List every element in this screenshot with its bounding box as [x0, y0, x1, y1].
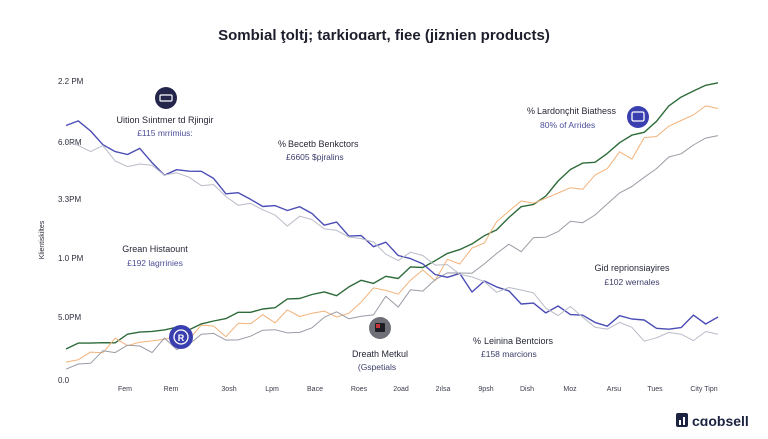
y-tick-label: 2.2 PM	[58, 77, 84, 86]
annotation-title: Gid reprionsiayires	[594, 263, 670, 273]
y-axis: 2.2 PM 6.0RM 3.3PM 1.0 PM 5.0PM 0.0 Klie…	[39, 77, 84, 385]
x-tick-label: Dish	[520, 386, 534, 393]
x-tick-label: 9psh	[478, 386, 493, 393]
annotation-title: Becetb Benkctors	[288, 139, 359, 149]
window-icon	[631, 111, 645, 122]
annotation-title: Uition Sıintmer td Rjingir	[116, 115, 213, 125]
series-layer	[65, 82, 719, 370]
x-tick-label: Roes	[351, 386, 368, 393]
y-tick-label: 0.0	[58, 376, 70, 385]
annotation-2: % Becetb Benkctors £6605 $pjralins	[278, 139, 359, 162]
series-line	[65, 120, 719, 330]
registered-glyph: R	[178, 333, 185, 343]
card-icon	[159, 94, 173, 102]
annotation-title: Grean Histaount	[122, 244, 188, 254]
annotation-value: 80% of Arrides	[540, 120, 595, 130]
brand-logo: cɑobsell	[676, 413, 749, 429]
x-tick-label: 2oad	[393, 386, 409, 393]
annotation-value: £102 wernales	[604, 277, 659, 287]
badge-icon	[169, 325, 193, 349]
x-tick-label: Fem	[118, 386, 132, 393]
series-line	[65, 135, 719, 370]
brand-name: cɑobsell	[692, 413, 749, 429]
annotation-7: % Leinina Bentciors £158 marcions	[473, 336, 554, 359]
x-tick-label: Rem	[164, 386, 179, 393]
x-tick-label: Tues	[647, 386, 663, 393]
y-axis-label: Klientiskiltes	[39, 220, 46, 259]
annotation-value: £192 lagrrinies	[127, 258, 183, 268]
annotation-title: Dreath Metkul	[352, 349, 408, 359]
annotation-value: £158 marcions	[481, 349, 537, 359]
brand-icon-bar	[679, 420, 681, 425]
brand-icon	[676, 413, 688, 427]
book-icon-accent	[376, 324, 380, 328]
annotation-title: Lardonçhit Biathess	[537, 106, 617, 116]
x-axis: Fem Rem 3osh Lpm Bace Roes 2oad 2ılsa 9p…	[118, 386, 718, 393]
annotation-marker: %	[527, 106, 535, 116]
annotation-4: Grean Histaount £192 lagrrinies	[122, 244, 188, 268]
y-tick-label: 1.0 PM	[58, 254, 84, 263]
x-tick-label: 2ılsa	[436, 386, 451, 393]
series-line	[65, 105, 719, 363]
annotation-6: R Dreath Metkul (Gspetials	[169, 317, 408, 372]
badge-icon	[627, 106, 649, 128]
x-tick-label: Arsu	[607, 386, 622, 393]
chart-title: Sombial ţoltj; tarkioɑart, fiee (jiznien…	[218, 27, 550, 44]
y-tick-label: 3.3PM	[58, 195, 81, 204]
x-tick-label: 3osh	[221, 386, 236, 393]
brand-icon-bar	[683, 417, 685, 425]
x-tick-label: Bace	[307, 386, 323, 393]
badge-icon	[155, 87, 177, 109]
annotation-1: Uition Sıintmer td Rjingir £115 mrrimius…	[116, 87, 214, 138]
annotation-marker: %	[473, 336, 481, 346]
annotation-title: Leinina Bentciors	[484, 336, 554, 346]
y-tick-label: 5.0PM	[58, 313, 81, 322]
x-tick-label: Lpm	[265, 386, 279, 393]
x-tick-label: City Tipn	[690, 386, 717, 393]
series-line	[65, 141, 719, 342]
annotation-marker: %	[278, 139, 286, 149]
annotation-value: £6605 $pjralins	[286, 152, 344, 162]
x-tick-label: Moz	[563, 386, 577, 393]
annotation-value: (Gspetials	[358, 362, 396, 372]
annotation-value: £115 mrrimius:	[137, 128, 193, 138]
registered-icon	[173, 329, 189, 345]
annotation-3: % Lardonçhit Biathess 80% of Arrides	[527, 106, 649, 130]
annotation-5: Gid reprionsiayires £102 wernales	[594, 263, 670, 287]
